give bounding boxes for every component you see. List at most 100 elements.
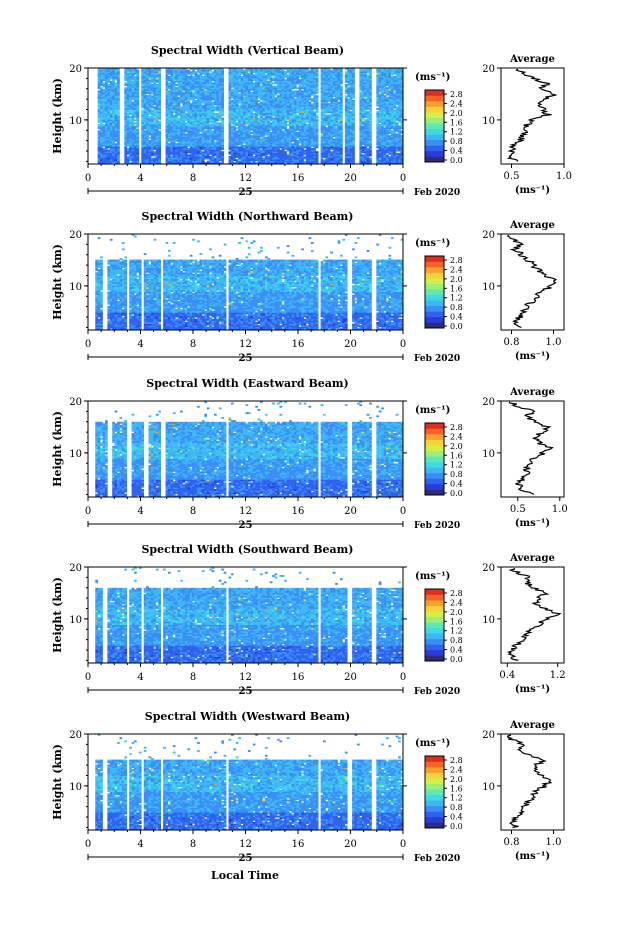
heatmap-cell [124,82,127,84]
heatmap-cell [175,143,178,145]
heatmap-cell [98,90,101,92]
heatmap-cell [221,151,224,153]
heatmap-cell [216,122,219,124]
heatmap-cell [238,146,241,148]
heatmap-cell [265,74,268,76]
heatmap-cell [296,87,299,89]
heatmap-cell [299,145,302,147]
heatmap-cell [238,105,241,107]
heatmap-cell [156,84,159,86]
heatmap-cell [299,79,302,81]
heatmap-cell [180,106,183,108]
heatmap-cell [185,122,188,124]
heatmap-cell [272,82,275,84]
panel-1: Spectral Width (Vertical Beam)2010Height… [51,44,572,198]
heatmap-cell [207,161,210,163]
heatmap-cell [229,156,232,158]
heatmap-cell [103,124,106,126]
heatmap-cell [262,118,265,120]
heatmap-cell [168,76,171,78]
heatmap-cell [272,118,275,120]
heatmap-cell [175,84,178,86]
heatmap-cell [219,122,222,124]
heatmap-cell [238,94,241,96]
heatmap-cell [158,121,161,123]
heatmap-cell [212,82,215,84]
heatmap-cell [267,156,270,158]
heatmap-cell [243,70,246,72]
heatmap-cell [127,148,130,150]
heatmap-cell [151,84,154,86]
heatmap-cell [149,140,152,142]
heatmap-cell [253,156,256,158]
heatmap-cell [202,76,205,78]
heatmap-cells [98,68,404,164]
heatmap-cell [151,158,154,160]
heatmap-cell [277,95,280,97]
heatmap-cell [253,82,256,84]
heatmap-cell [195,100,198,102]
heatmap-cell [103,148,106,150]
heatmap-cell [236,127,239,129]
heatmap-cell [107,84,110,86]
heatmap-cell [214,113,217,115]
heatmap-cell [316,114,319,116]
heatmap-cell [202,105,205,107]
heatmap-cell [306,124,309,126]
heatmap-cell [258,118,261,120]
heatmap-cell [195,71,198,73]
heatmap-cell [287,124,290,126]
heatmap-cell [272,78,275,80]
figure-canvas: Spectral Width (Vertical Beam)2010Height… [0,0,623,929]
heatmap-cell [98,124,101,126]
heatmap-cell [304,150,307,152]
heatmap-cell [124,87,127,89]
heatmap-cell [296,90,299,92]
heatmap-cell [250,92,253,94]
heatmap-cell [212,71,215,73]
heatmap-cell [275,86,278,88]
heatmap-cell [236,122,239,124]
heatmap-cell [110,81,113,83]
heatmap-cell [214,158,217,160]
heatmap-cell [209,156,212,158]
heatmap-cell [153,106,156,108]
heatmap-cell [151,110,154,112]
heatmap-cell [127,156,130,158]
heatmap-cell [304,161,307,163]
heatmap-cell [265,137,268,139]
heatmap-cell [129,116,132,118]
heatmap-cell [136,70,139,72]
heatmap-cell [260,102,263,104]
heatmap-cell [175,87,178,89]
heatmap-cell [270,122,273,124]
heatmap-cell [292,143,295,145]
heatmap-cell [221,118,224,120]
heatmap-cell [287,153,290,155]
heatmap-cell [231,89,234,91]
heatmap-cell [253,74,256,76]
heatmap-cell [284,151,287,153]
heatmap-cell [187,148,190,150]
heatmap-cell [214,106,217,108]
heatmap-cell [309,70,312,72]
heatmap-cell [292,90,295,92]
heatmap-cell [185,113,188,115]
heatmap-cell [287,129,290,131]
heatmap-cell [236,130,239,132]
heatmap-cell [212,130,215,132]
heatmap-cell [316,151,319,153]
heatmap-cell [168,82,171,84]
heatmap-cell [311,148,314,150]
heatmap-cell [190,103,193,105]
heatmap-cell [158,130,161,132]
heatmap-cell [258,100,261,102]
heatmap-cell [279,150,282,152]
heatmap-cell [197,74,200,76]
heatmap-cell [100,87,103,89]
heatmap-cell [209,73,212,75]
heatmap-cell [309,102,312,104]
heatmap-cell [294,98,297,100]
heatmap-cell [313,111,316,113]
heatmap-cell [132,102,135,104]
